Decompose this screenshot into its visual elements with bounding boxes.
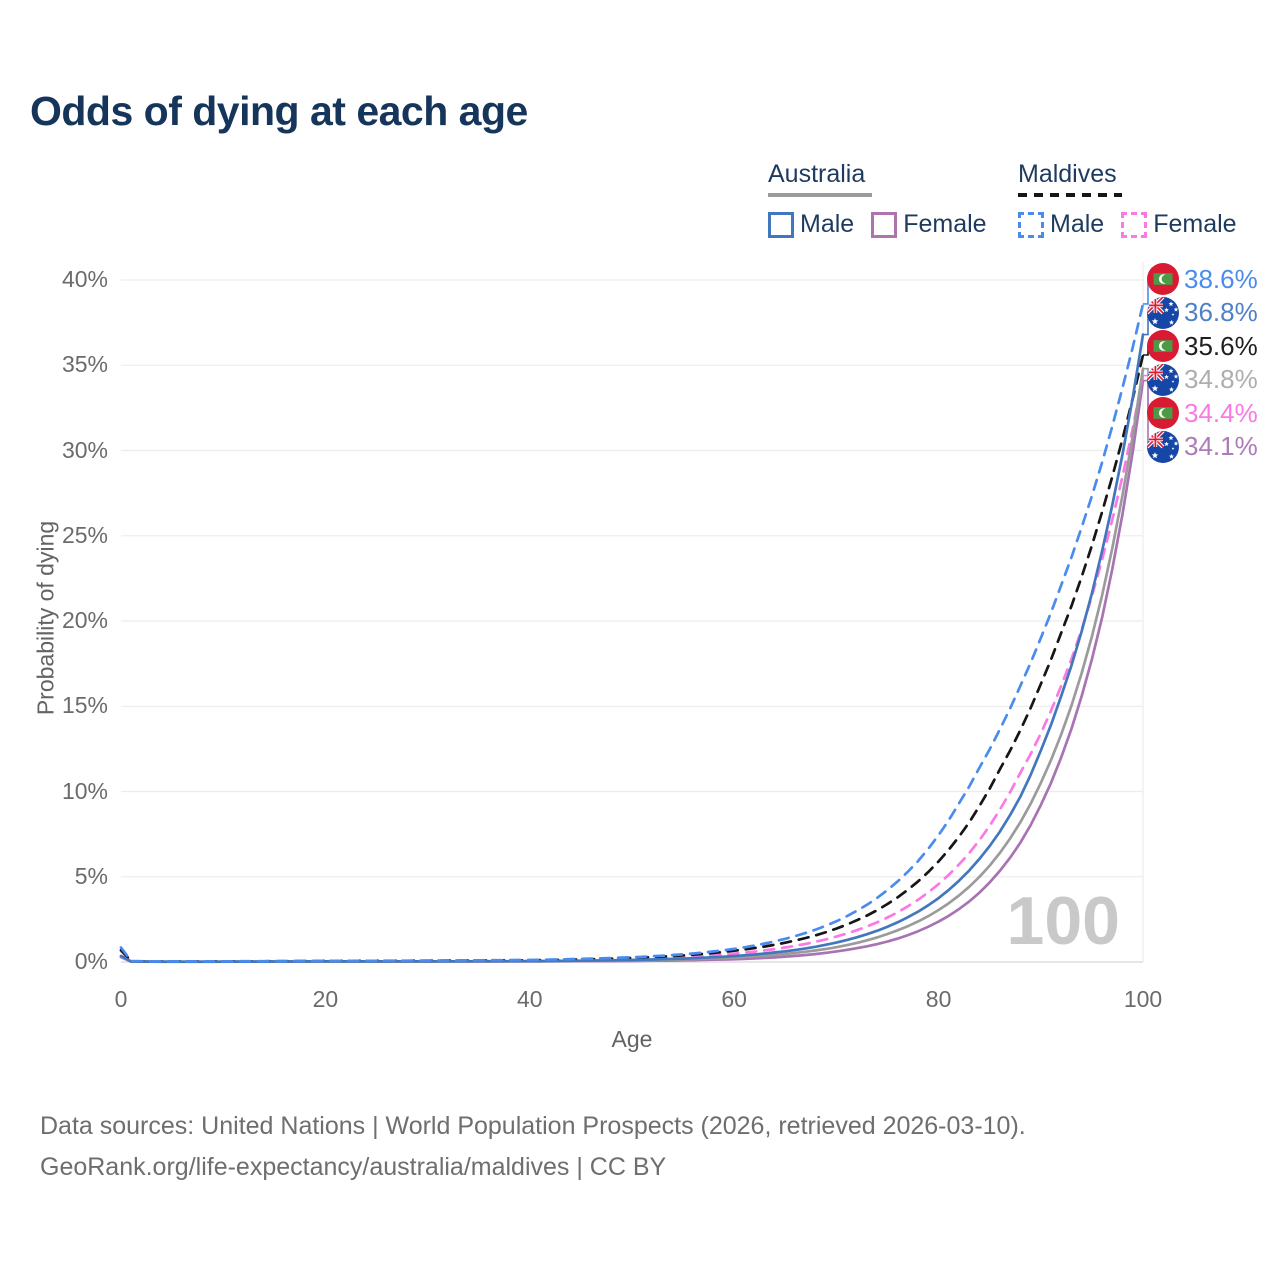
y-tick-30: 30% xyxy=(61,436,108,463)
curve-maldives-female[interactable] xyxy=(119,374,1145,963)
end-label-maldives-female: 34.4% xyxy=(1147,397,1258,429)
australia-flag-icon xyxy=(1147,430,1179,463)
legend-label-maldives-female: Female xyxy=(1153,210,1237,238)
y-tick-0: 0% xyxy=(74,948,108,974)
x-tick-0: 0 xyxy=(114,986,128,1012)
curve-maldives-male[interactable] xyxy=(119,302,1145,963)
chart-title: Odds of dying at each age xyxy=(30,88,528,134)
y-tick-20: 20% xyxy=(61,607,108,633)
curve-layer xyxy=(119,302,1145,964)
end-label-maldives-all: 35.6% xyxy=(1147,330,1258,362)
age-watermark: 100 xyxy=(1007,883,1120,959)
x-tick-80: 80 xyxy=(925,986,952,1012)
end-label-australia-male: 36.8% xyxy=(1147,296,1258,329)
maldives-flag-icon xyxy=(1147,330,1179,362)
australia-flag-icon xyxy=(1147,296,1179,329)
legend-australia-label[interactable]: Australia xyxy=(768,160,866,188)
end-label-value-australia-female: 34.1% xyxy=(1184,431,1258,461)
legend-swatch-maldives-female[interactable] xyxy=(1121,211,1148,238)
legend-label-maldives-male: Male xyxy=(1050,210,1105,238)
footer-line2: GeoRank.org/life-expectancy/australia/ma… xyxy=(40,1153,667,1181)
end-label-value-maldives-female: 34.4% xyxy=(1184,397,1258,428)
grid-layer xyxy=(121,262,1144,963)
legend-swatch-maldives-male[interactable] xyxy=(1018,211,1044,238)
y-tick-35: 35% xyxy=(61,351,108,378)
legend-group-maldives: Maldives Male Female xyxy=(1018,160,1237,239)
curve-maldives-all[interactable] xyxy=(119,353,1145,963)
end-label-australia-female: 34.1% xyxy=(1147,430,1258,463)
legend-australia-line-sample xyxy=(768,193,872,197)
maldives-flag-icon xyxy=(1147,397,1179,429)
y-tick-5: 5% xyxy=(74,862,108,889)
legend-label-australia-male: Male xyxy=(800,210,855,238)
end-label-value-maldives-male: 38.6% xyxy=(1184,263,1258,294)
y-tick-40: 40% xyxy=(61,266,108,292)
legend-swatch-australia-male[interactable] xyxy=(768,211,794,238)
x-tick-20: 20 xyxy=(312,986,339,1012)
end-label-value-australia-male: 36.8% xyxy=(1184,297,1258,327)
y-tick-25: 25% xyxy=(61,521,108,548)
end-label-value-australia-all: 34.8% xyxy=(1184,364,1258,394)
australia-flag-icon xyxy=(1147,363,1179,396)
y-tick-15: 15% xyxy=(61,692,108,719)
y-tick-10: 10% xyxy=(61,777,108,804)
footer: Data sources: United Nations | World Pop… xyxy=(40,1106,1026,1188)
x-tick-60: 60 xyxy=(721,986,747,1012)
legend-maldives-items: Male Female xyxy=(1018,210,1237,239)
curve-australia-all[interactable] xyxy=(119,367,1145,964)
footer-line1: Data sources: United Nations | World Pop… xyxy=(40,1112,1026,1140)
plot-svg: 100 xyxy=(119,262,1155,964)
legend-maldives-line-sample xyxy=(1018,193,1122,197)
end-label-maldives-male: 38.6% xyxy=(1147,263,1258,295)
legend-group-australia: Australia Male Female xyxy=(768,160,987,239)
curve-australia-female[interactable] xyxy=(119,379,1145,964)
end-label-value-maldives-all: 35.6% xyxy=(1184,330,1258,361)
legend-maldives-label[interactable]: Maldives xyxy=(1018,160,1117,188)
legend-australia-items: Male Female xyxy=(768,210,987,239)
legend-item-maldives-female[interactable]: Female xyxy=(1121,210,1237,239)
legend-item-australia-male[interactable]: Male xyxy=(768,210,854,239)
legend-item-australia-female[interactable]: Female xyxy=(871,210,987,239)
end-label-australia-all: 34.8% xyxy=(1147,363,1258,396)
x-tick-100: 100 xyxy=(1123,986,1163,1012)
legend-item-maldives-male[interactable]: Male xyxy=(1018,210,1104,239)
legend-swatch-australia-female[interactable] xyxy=(871,211,898,238)
maldives-flag-icon xyxy=(1147,263,1179,295)
x-axis-title: Age xyxy=(611,1026,653,1052)
legend-label-australia-female: Female xyxy=(903,210,987,238)
curve-australia-male[interactable] xyxy=(119,333,1145,964)
x-tick-40: 40 xyxy=(517,986,543,1012)
